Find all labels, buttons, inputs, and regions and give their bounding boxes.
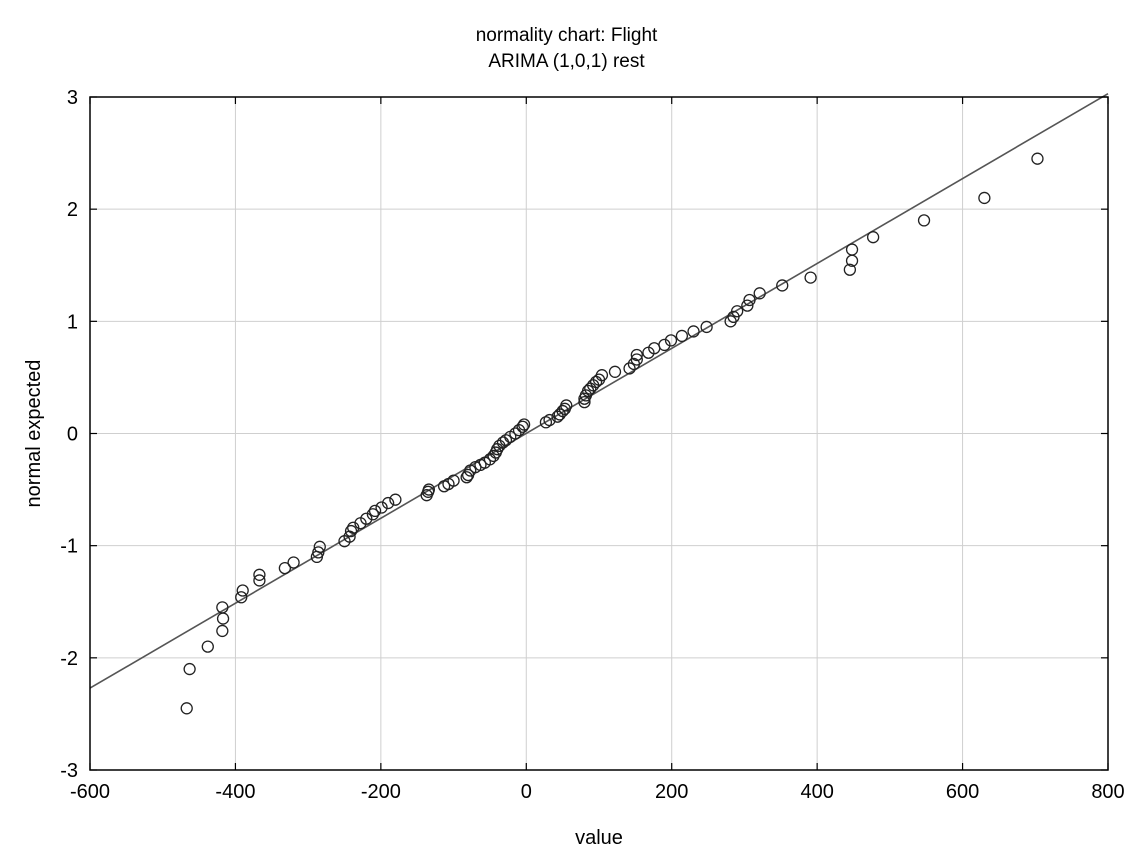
data-point [201, 640, 214, 653]
data-point [216, 612, 230, 625]
y-axis-label: normal expected [23, 360, 45, 508]
x-tick-label: 200 [655, 781, 688, 803]
data-point [753, 287, 766, 300]
x-tick-label: -600 [70, 781, 110, 803]
data-point [843, 263, 857, 276]
data-point [776, 279, 789, 292]
x-tick-label: 800 [1091, 781, 1124, 803]
y-tick-label: -1 [60, 536, 78, 558]
x-tick-label: 600 [946, 781, 979, 803]
y-tick-label: -3 [60, 760, 78, 782]
data-point [216, 601, 229, 614]
data-point [731, 305, 744, 318]
data-point [375, 501, 388, 514]
data-point [516, 420, 529, 433]
data-point [741, 299, 754, 312]
data-point [630, 353, 643, 366]
y-tick-label: 3 [67, 87, 78, 109]
data-point [368, 504, 382, 518]
data-point [589, 375, 603, 389]
data-point [487, 449, 500, 463]
data-point [216, 624, 229, 638]
data-point [560, 399, 573, 412]
y-axis-ticks: 3 2 1 0 -1 -2 -3 [60, 87, 1108, 782]
x-tick-label: -200 [361, 781, 401, 803]
reference-line [89, 92, 1109, 689]
data-point [743, 293, 756, 307]
data-point [347, 521, 360, 534]
data-point [517, 418, 531, 431]
x-axis-ticks: -600 -400 -200 0 200 400 600 800 [70, 97, 1125, 803]
data-point [312, 546, 325, 559]
chart-title: normality chart: Flight [475, 25, 658, 46]
data-point [447, 474, 460, 487]
data-points [180, 152, 1044, 715]
data-point [658, 338, 671, 352]
data-point [287, 556, 300, 569]
data-point [381, 496, 395, 510]
x-tick-label: -400 [215, 781, 255, 803]
x-tick-label: 0 [521, 781, 532, 803]
data-point [675, 329, 689, 343]
data-point [313, 540, 326, 553]
data-point [278, 561, 292, 575]
data-point [344, 524, 358, 538]
data-point [664, 334, 678, 347]
y-tick-label: 1 [67, 311, 78, 333]
data-point [253, 568, 266, 581]
data-point [360, 512, 373, 525]
data-point [623, 362, 636, 375]
data-point [236, 584, 249, 597]
data-point [1031, 152, 1044, 165]
data-point [687, 325, 700, 338]
chart-subtitle: ARIMA (1,0,1) rest [488, 51, 645, 72]
data-point [917, 214, 931, 227]
data-point [509, 427, 522, 440]
grid-lines [90, 97, 1108, 770]
data-point [608, 365, 622, 378]
data-point [253, 574, 266, 587]
data-point [630, 348, 643, 362]
data-point [366, 508, 380, 521]
data-point [460, 471, 473, 484]
data-point [578, 395, 591, 409]
data-point [845, 243, 859, 256]
y-tick-label: 0 [67, 424, 78, 446]
data-point [422, 483, 435, 496]
y-tick-label: 2 [67, 199, 78, 221]
data-point [595, 369, 609, 382]
data-point [235, 591, 248, 604]
y-tick-label: -2 [60, 648, 78, 670]
data-point [389, 493, 402, 506]
data-point [804, 271, 817, 284]
x-tick-label: 400 [800, 781, 833, 803]
x-axis-label: value [575, 827, 623, 849]
data-point [700, 320, 713, 334]
data-point [866, 231, 880, 244]
data-point [978, 191, 991, 205]
data-point [183, 662, 196, 676]
data-point [499, 434, 513, 447]
data-point [180, 702, 193, 715]
data-point [543, 413, 556, 427]
